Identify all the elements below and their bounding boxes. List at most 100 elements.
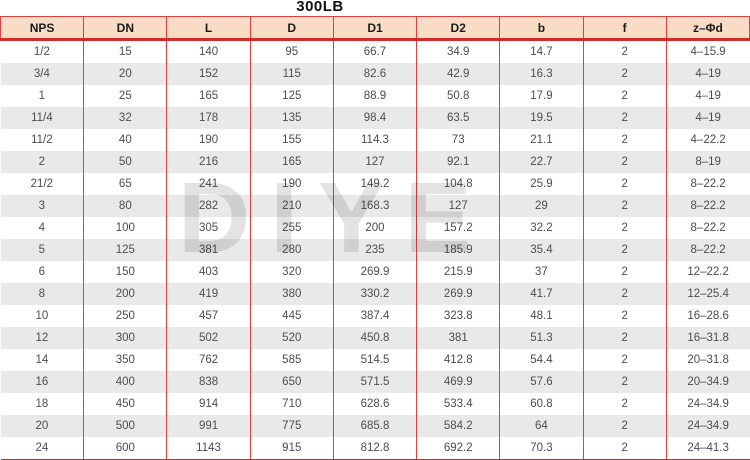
table-cell: 457 <box>166 305 251 327</box>
table-cell: 4–19 <box>666 63 750 85</box>
table-cell: 4–19 <box>666 107 750 129</box>
header-cell-l: L <box>166 16 251 41</box>
table-cell: 235 <box>333 239 418 261</box>
table-cell: 10 <box>0 305 85 327</box>
table-row: 14 350 762 585 514.5 412.8 54.4 2 20–31.8 <box>0 349 750 371</box>
table-cell: 16.3 <box>499 63 584 85</box>
table-cell: 520 <box>250 327 334 349</box>
table-cell: 305 <box>166 217 251 239</box>
table-cell: 165 <box>166 85 251 107</box>
table-cell: 3/4 <box>0 63 85 85</box>
table-cell: 915 <box>250 437 334 460</box>
table-cell: 63.5 <box>416 107 501 129</box>
table-row: 18 450 914 710 628.6 533.4 60.8 2 24–34.9 <box>0 393 750 415</box>
table-cell: 25.9 <box>499 173 584 195</box>
table-cell: 8–19 <box>666 151 750 173</box>
table-cell: 215.9 <box>416 261 501 283</box>
table-cell: 812.8 <box>333 437 418 460</box>
table-cell: 155 <box>250 129 334 151</box>
table-cell: 29 <box>499 195 584 217</box>
table-row: 8 200 419 380 330.2 269.9 41.7 2 12–25.4 <box>0 283 750 305</box>
flange-dimensions-table: NPS DN L D D1 D2 b f z–Φd 1/2 15 140 95 66.7 34.9 14.7… <box>0 16 750 460</box>
table-cell: 450.8 <box>333 327 418 349</box>
table-cell: 571.5 <box>333 371 418 393</box>
table-cell: 2 <box>583 217 667 239</box>
table-cell: 127 <box>416 195 501 217</box>
table-cell: 57.6 <box>499 371 584 393</box>
table-cell: 54.4 <box>499 349 584 371</box>
table-row: 11/4 32 178 135 98.4 63.5 19.5 2 4–19 <box>0 107 750 129</box>
table-cell: 445 <box>250 305 334 327</box>
table-cell: 2 <box>583 39 667 63</box>
table-cell: 250 <box>83 305 168 327</box>
table-cell: 73 <box>416 129 501 151</box>
table-cell: 216 <box>166 151 251 173</box>
table-cell: 380 <box>250 283 334 305</box>
table-row: 1 25 165 125 88.9 50.8 17.9 2 4–19 <box>0 85 750 107</box>
header-cell-d2: D2 <box>416 16 501 41</box>
table-cell: 8 <box>0 283 85 305</box>
table-cell: 450 <box>83 393 168 415</box>
table-cell: 165 <box>250 151 334 173</box>
header-cell-f: f <box>583 16 667 41</box>
table-body: 1/2 15 140 95 66.7 34.9 14.7 2 4–15.9 3/4 20 152 115… <box>0 39 750 460</box>
table-cell: 24 <box>0 437 85 460</box>
table-cell: 2 <box>583 393 667 415</box>
table-cell: 20–34.9 <box>666 371 750 393</box>
table-cell: 20–31.8 <box>666 349 750 371</box>
table-cell: 15 <box>83 39 168 63</box>
table-cell: 762 <box>166 349 251 371</box>
table-cell: 1/2 <box>0 39 85 63</box>
table-cell: 149.2 <box>333 173 418 195</box>
table-cell: 2 <box>583 239 667 261</box>
table-row: 6 150 403 320 269.9 215.9 37 2 12–22.2 <box>0 261 750 283</box>
table-cell: 2 <box>583 151 667 173</box>
table-row: 24 600 1143 915 812.8 692.2 70.3 2 24–41.3 <box>0 437 750 460</box>
table-cell: 320 <box>250 261 334 283</box>
table-cell: 775 <box>250 415 334 437</box>
table-cell: 66.7 <box>333 39 418 63</box>
table-cell: 51.3 <box>499 327 584 349</box>
table-cell: 628.6 <box>333 393 418 415</box>
table-cell: 2 <box>583 195 667 217</box>
table-cell: 40 <box>83 129 168 151</box>
table-cell: 32.2 <box>499 217 584 239</box>
table-row: 5 125 381 280 235 185.9 35.4 2 8–22.2 <box>0 239 750 261</box>
table-cell: 21/2 <box>0 173 85 195</box>
table-cell: 32 <box>83 107 168 129</box>
table-cell: 210 <box>250 195 334 217</box>
table-header: NPS DN L D D1 D2 b f z–Φd <box>0 16 750 41</box>
table-cell: 692.2 <box>416 437 501 460</box>
table-cell: 1143 <box>166 437 251 460</box>
table-cell: 914 <box>166 393 251 415</box>
header-cell-z-d: z–Φd <box>666 16 750 41</box>
table-cell: 282 <box>166 195 251 217</box>
table-cell: 70.3 <box>499 437 584 460</box>
table-cell: 8–22.2 <box>666 217 750 239</box>
table-cell: 419 <box>166 283 251 305</box>
table-row: 2 50 216 165 127 92.1 22.7 2 8–19 <box>0 151 750 173</box>
table-cell: 400 <box>83 371 168 393</box>
table-cell: 650 <box>250 371 334 393</box>
table-cell: 4 <box>0 217 85 239</box>
table-cell: 24–34.9 <box>666 393 750 415</box>
table-cell: 11/2 <box>0 129 85 151</box>
table-cell: 3 <box>0 195 85 217</box>
table-cell: 104.8 <box>416 173 501 195</box>
header-cell-dn: DN <box>83 16 168 41</box>
table-cell: 2 <box>583 371 667 393</box>
table-cell: 5 <box>0 239 85 261</box>
table-cell: 600 <box>83 437 168 460</box>
table-cell: 2 <box>583 107 667 129</box>
table-row: 4 100 305 255 200 157.2 32.2 2 8–22.2 <box>0 217 750 239</box>
table-cell: 2 <box>0 151 85 173</box>
table-cell: 50.8 <box>416 85 501 107</box>
table-cell: 4–22.2 <box>666 129 750 151</box>
table-cell: 8–22.2 <box>666 195 750 217</box>
table-cell: 19.5 <box>499 107 584 129</box>
table-cell: 500 <box>83 415 168 437</box>
table-cell: 35.4 <box>499 239 584 261</box>
table-cell: 2 <box>583 129 667 151</box>
table-cell: 469.9 <box>416 371 501 393</box>
